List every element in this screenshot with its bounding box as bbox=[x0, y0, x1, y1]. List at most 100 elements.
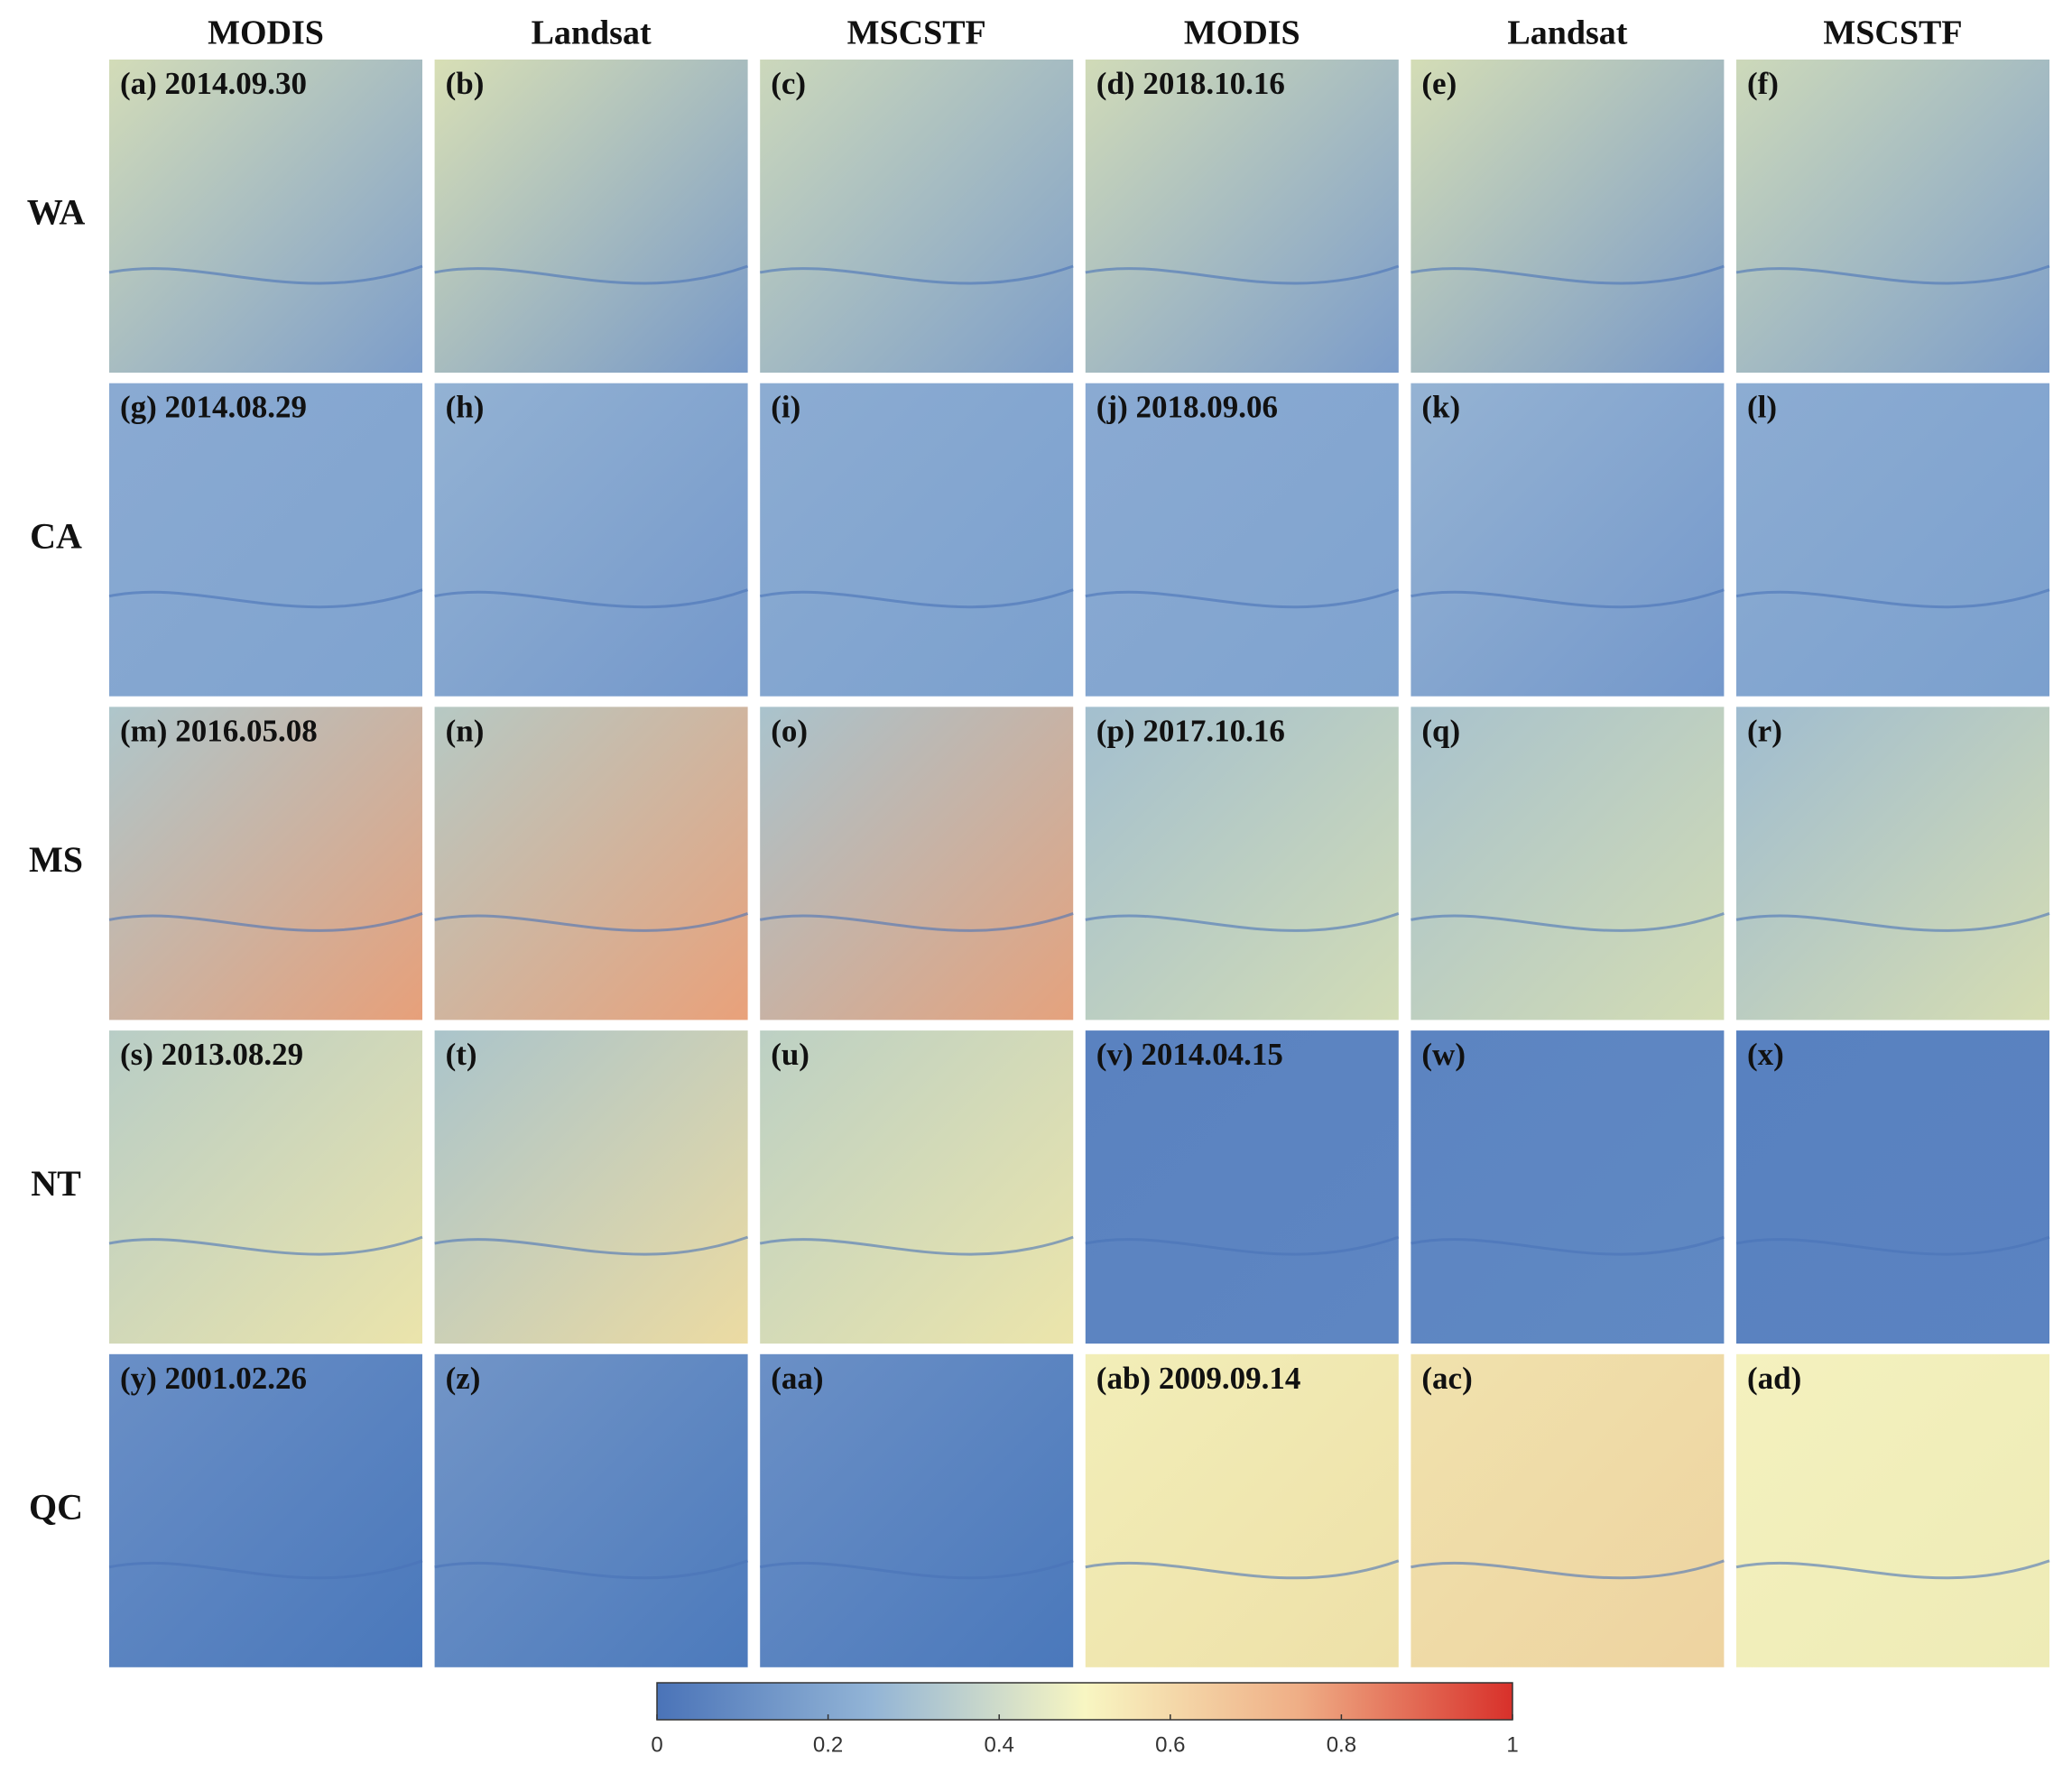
panel-texture bbox=[759, 912, 1074, 932]
image-panel bbox=[1736, 383, 2049, 697]
panel-label: (a) 2014.09.30 bbox=[120, 66, 307, 101]
panel-texture bbox=[434, 1235, 749, 1256]
column-header: MSCSTF bbox=[1823, 14, 1962, 52]
column-header: MODIS bbox=[208, 14, 324, 52]
image-panel bbox=[1411, 1030, 1725, 1344]
panel-label: (ac) bbox=[1421, 1361, 1472, 1396]
panel-texture bbox=[1735, 264, 2050, 285]
panel-texture bbox=[1085, 1235, 1400, 1256]
image-panel bbox=[760, 60, 1074, 373]
column-header: MSCSTF bbox=[847, 14, 986, 52]
panel-texture bbox=[759, 1235, 1074, 1256]
panel-label: (g) 2014.08.29 bbox=[120, 390, 307, 425]
panel-texture bbox=[1411, 588, 1725, 609]
colorbar-tick-label: 1 bbox=[1506, 1732, 1518, 1757]
image-panel bbox=[1736, 1030, 2049, 1344]
panel-texture bbox=[434, 588, 749, 609]
panel-label: (h) bbox=[446, 390, 485, 425]
image-panel bbox=[1085, 1353, 1399, 1667]
panel-label: (d) 2018.10.16 bbox=[1096, 66, 1285, 101]
image-panel bbox=[760, 383, 1074, 697]
image-panel bbox=[1085, 383, 1399, 697]
panel-texture bbox=[108, 1235, 423, 1256]
panel-label: (t) bbox=[446, 1037, 477, 1072]
panel-texture bbox=[434, 912, 749, 932]
panel-texture bbox=[1411, 1559, 1725, 1580]
colorbar-tick-label: 0 bbox=[651, 1732, 662, 1757]
panel-label: (p) 2017.10.16 bbox=[1096, 713, 1285, 748]
panel-label: (y) 2001.02.26 bbox=[120, 1361, 307, 1396]
image-panel bbox=[760, 1353, 1074, 1667]
panel-label: (n) bbox=[446, 713, 485, 748]
panel-texture bbox=[434, 264, 749, 285]
row-label: CA bbox=[30, 515, 82, 556]
panel-texture bbox=[1411, 264, 1725, 285]
panel-label: (s) 2013.08.29 bbox=[120, 1037, 303, 1072]
image-panel bbox=[1085, 60, 1399, 373]
panel-label: (c) bbox=[771, 66, 806, 101]
panel-label: (b) bbox=[446, 66, 485, 101]
colorbar-tick-label: 0.8 bbox=[1327, 1732, 1356, 1757]
colorbar-tick-label: 0.6 bbox=[1155, 1732, 1185, 1757]
panel-label: (z) bbox=[446, 1361, 481, 1396]
panel-label: (e) bbox=[1421, 66, 1457, 101]
panel-label: (ad) bbox=[1747, 1361, 1801, 1396]
panel-label: (x) bbox=[1747, 1037, 1784, 1072]
image-panel bbox=[434, 1353, 748, 1667]
row-label: MS bbox=[29, 839, 83, 880]
panel-label: (i) bbox=[771, 390, 800, 425]
image-panel bbox=[109, 1353, 422, 1667]
panel-texture bbox=[1085, 264, 1400, 285]
panel-texture bbox=[108, 264, 423, 285]
row-label: QC bbox=[29, 1486, 83, 1527]
panel-label: (aa) bbox=[771, 1361, 823, 1396]
panel-label: (o) bbox=[771, 713, 808, 748]
column-header: MODIS bbox=[1184, 14, 1300, 52]
column-header: Landsat bbox=[1507, 14, 1627, 52]
panel-texture bbox=[1411, 912, 1725, 932]
panel-texture bbox=[1085, 1559, 1400, 1580]
panel-texture bbox=[108, 912, 423, 932]
colorbar bbox=[656, 1682, 1513, 1721]
panel-texture bbox=[1735, 1559, 2050, 1580]
panel-texture bbox=[108, 1559, 423, 1580]
panel-label: (q) bbox=[1421, 713, 1460, 748]
panel-label: (r) bbox=[1747, 713, 1782, 748]
image-panel bbox=[1736, 60, 2049, 373]
image-panel bbox=[109, 383, 422, 697]
image-panel bbox=[434, 383, 748, 697]
panel-label: (w) bbox=[1421, 1037, 1466, 1072]
image-panel bbox=[1736, 706, 2049, 1020]
image-panel bbox=[1411, 60, 1725, 373]
panel-texture bbox=[1735, 1235, 2050, 1256]
image-panel bbox=[434, 60, 748, 373]
colorbar-tick-label: 0.2 bbox=[813, 1732, 843, 1757]
panel-label: (u) bbox=[771, 1037, 809, 1072]
image-panel bbox=[1085, 1030, 1399, 1344]
image-panel bbox=[1411, 1353, 1725, 1667]
image-panel bbox=[434, 1030, 748, 1344]
panel-texture bbox=[759, 264, 1074, 285]
panel-texture bbox=[1735, 588, 2050, 609]
column-header: Landsat bbox=[532, 14, 652, 52]
panel-texture bbox=[1411, 1235, 1725, 1256]
panel-texture bbox=[1735, 912, 2050, 932]
image-panel bbox=[1411, 383, 1725, 697]
image-panel bbox=[1085, 706, 1399, 1020]
panel-texture bbox=[108, 588, 423, 609]
panel-label: (f) bbox=[1747, 66, 1779, 101]
image-panel bbox=[1736, 1353, 2049, 1667]
panel-texture bbox=[759, 1559, 1074, 1580]
image-panel bbox=[109, 60, 422, 373]
panel-texture bbox=[1085, 588, 1400, 609]
colorbar-tick-label: 0.4 bbox=[985, 1732, 1014, 1757]
image-panel bbox=[109, 1030, 422, 1344]
image-panel bbox=[760, 706, 1074, 1020]
panel-texture bbox=[434, 1559, 749, 1580]
panel-texture bbox=[1085, 912, 1400, 932]
panel-label: (j) 2018.09.06 bbox=[1096, 390, 1278, 425]
row-label: WA bbox=[27, 192, 86, 233]
image-panel bbox=[109, 706, 422, 1020]
panel-label: (m) 2016.05.08 bbox=[120, 713, 318, 748]
